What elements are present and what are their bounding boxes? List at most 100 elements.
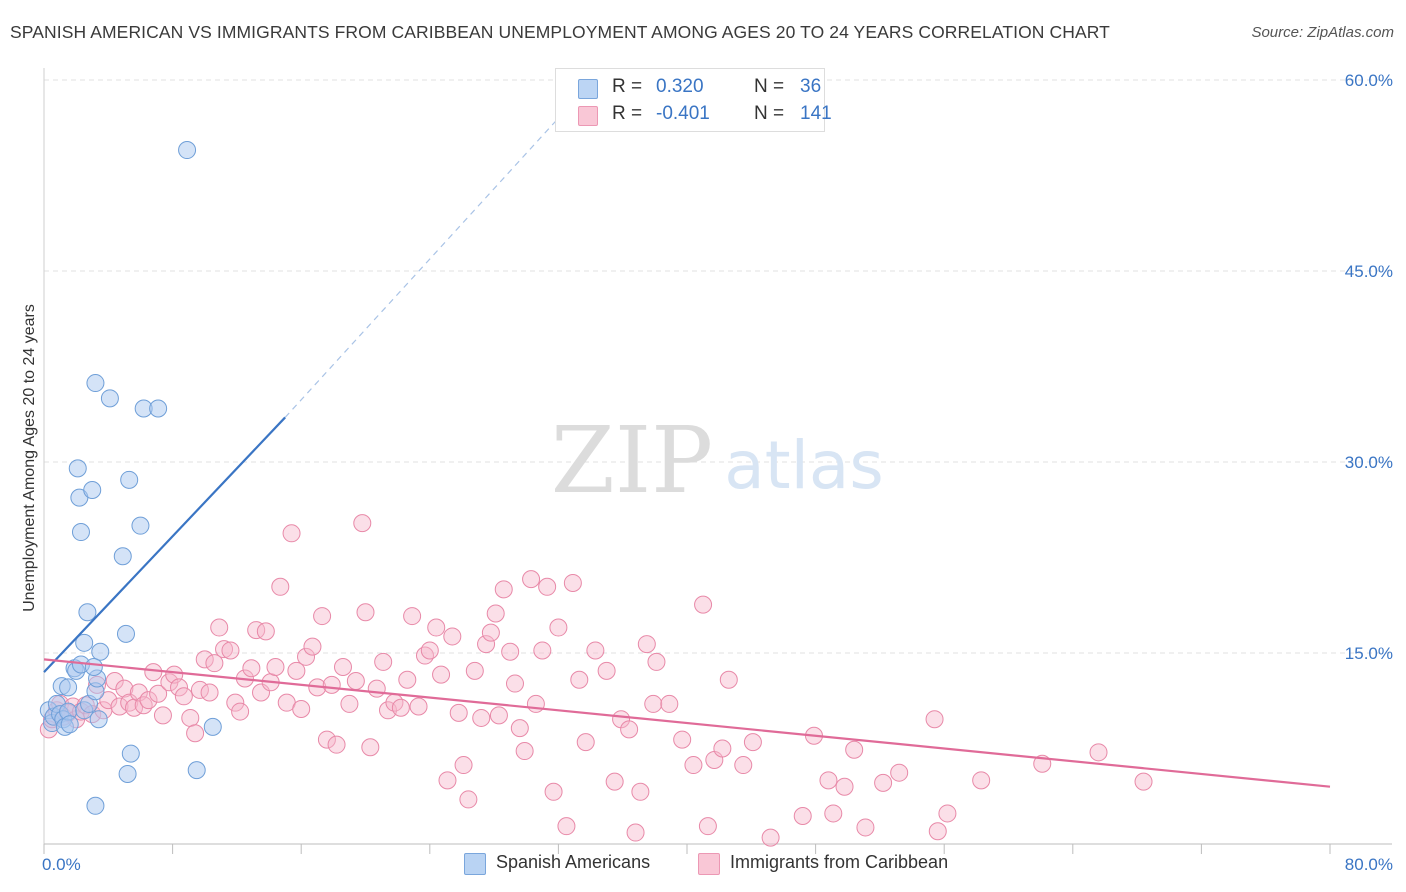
- r-label: R =: [612, 103, 643, 124]
- data-point-caribbean: [449, 703, 468, 722]
- x-tick-label: 80.0%: [1345, 855, 1393, 874]
- data-point-caribbean: [247, 621, 266, 640]
- x-tick-label: 0.0%: [42, 855, 81, 874]
- data-point-caribbean: [210, 618, 229, 637]
- data-point-spanish-american: [178, 141, 197, 160]
- data-point-caribbean: [333, 658, 352, 677]
- data-point-caribbean: [494, 580, 513, 599]
- data-point-caribbean: [110, 697, 129, 716]
- data-point-caribbean: [346, 672, 365, 691]
- data-point-caribbean: [327, 735, 346, 754]
- r-label: R =: [612, 76, 643, 97]
- data-point-caribbean: [340, 694, 359, 713]
- data-point-caribbean: [149, 684, 168, 703]
- data-point-caribbean: [510, 719, 529, 738]
- data-point-caribbean: [972, 771, 991, 790]
- data-point-caribbean: [317, 730, 336, 749]
- data-point-caribbean: [356, 603, 375, 622]
- data-point-caribbean: [544, 782, 563, 801]
- data-point-caribbean: [374, 652, 393, 671]
- data-point-caribbean: [266, 658, 285, 677]
- data-point-caribbean: [353, 514, 372, 533]
- data-point-caribbean: [443, 627, 462, 646]
- data-point-caribbean: [626, 823, 645, 842]
- data-point-caribbean: [761, 828, 780, 847]
- data-point-caribbean: [819, 771, 838, 790]
- data-point-caribbean: [391, 698, 410, 717]
- data-point-caribbean: [256, 622, 275, 641]
- data-point-caribbean: [928, 822, 947, 841]
- data-point-caribbean: [874, 773, 893, 792]
- watermark-atlas: atlas: [724, 427, 884, 504]
- data-point-caribbean: [557, 817, 576, 836]
- chart-title: SPANISH AMERICAN VS IMMIGRANTS FROM CARI…: [10, 22, 1110, 42]
- data-point-caribbean: [489, 706, 508, 725]
- data-point-caribbean: [734, 756, 753, 775]
- data-point-caribbean: [153, 706, 172, 725]
- data-point-caribbean: [522, 570, 541, 589]
- gridlines: [44, 79, 1392, 654]
- data-point-caribbean: [200, 683, 219, 702]
- data-point-spanish-american: [78, 603, 97, 622]
- data-point-caribbean: [793, 806, 812, 825]
- y-axis-title: Unemployment Among Ages 20 to 24 years: [21, 304, 38, 612]
- data-point-caribbean: [835, 777, 854, 796]
- data-point-caribbean: [398, 670, 417, 689]
- data-point-caribbean: [526, 694, 545, 713]
- data-point-caribbean: [139, 691, 158, 710]
- data-point-caribbean: [432, 665, 451, 684]
- data-point-caribbean: [99, 691, 118, 710]
- data-point-spanish-american: [116, 624, 135, 643]
- data-point-caribbean: [226, 693, 245, 712]
- data-point-spanish-american: [75, 633, 94, 652]
- data-point-spanish-american: [149, 399, 168, 418]
- data-point-spanish-american: [91, 642, 110, 661]
- data-point-caribbean: [459, 790, 478, 809]
- data-point-caribbean: [271, 577, 290, 596]
- data-point-caribbean: [576, 733, 595, 752]
- data-point-caribbean: [144, 663, 163, 682]
- data-point-caribbean: [409, 697, 428, 716]
- data-point-caribbean: [586, 641, 605, 660]
- data-point-caribbean: [403, 607, 422, 626]
- data-point-spanish-american: [59, 678, 78, 697]
- data-point-caribbean: [282, 524, 301, 543]
- data-point-caribbean: [454, 756, 473, 775]
- data-point-caribbean: [515, 742, 534, 761]
- data-point-caribbean: [1089, 743, 1108, 762]
- data-point-caribbean: [644, 694, 663, 713]
- data-point-caribbean: [420, 641, 439, 660]
- legend-swatch-pink: [698, 853, 720, 875]
- data-point-caribbean: [221, 641, 240, 660]
- data-point-caribbean: [297, 647, 316, 666]
- data-point-caribbean: [292, 700, 311, 719]
- data-point-caribbean: [673, 730, 692, 749]
- data-point-caribbean: [438, 771, 457, 790]
- series-immigrants-from-caribbean: [39, 514, 1153, 847]
- data-point-caribbean: [647, 652, 666, 671]
- r-value: 0.320: [656, 76, 704, 97]
- data-point-caribbean: [856, 818, 875, 837]
- legend-label: Spanish Americans: [496, 852, 651, 872]
- data-point-spanish-american: [131, 516, 150, 535]
- data-point-caribbean: [195, 650, 214, 669]
- data-point-caribbean: [186, 724, 205, 743]
- data-point-caribbean: [170, 678, 189, 697]
- data-point-caribbean: [694, 595, 713, 614]
- data-point-spanish-american: [203, 717, 222, 736]
- r-value: -0.401: [656, 103, 710, 124]
- data-point-caribbean: [472, 708, 491, 727]
- data-point-caribbean: [824, 804, 843, 823]
- data-point-spanish-american: [100, 389, 119, 408]
- n-value: 141: [800, 103, 832, 124]
- watermark-zip: ZIP: [551, 407, 713, 514]
- series-spanish-americans: [39, 141, 222, 815]
- data-point-caribbean: [938, 804, 957, 823]
- legend-swatch-blue: [464, 853, 486, 875]
- data-point-caribbean: [134, 696, 153, 715]
- legend-label: Immigrants from Caribbean: [730, 852, 949, 872]
- data-point-caribbean: [549, 618, 568, 637]
- data-point-caribbean: [597, 661, 616, 680]
- data-point-caribbean: [890, 763, 909, 782]
- data-point-caribbean: [605, 772, 624, 791]
